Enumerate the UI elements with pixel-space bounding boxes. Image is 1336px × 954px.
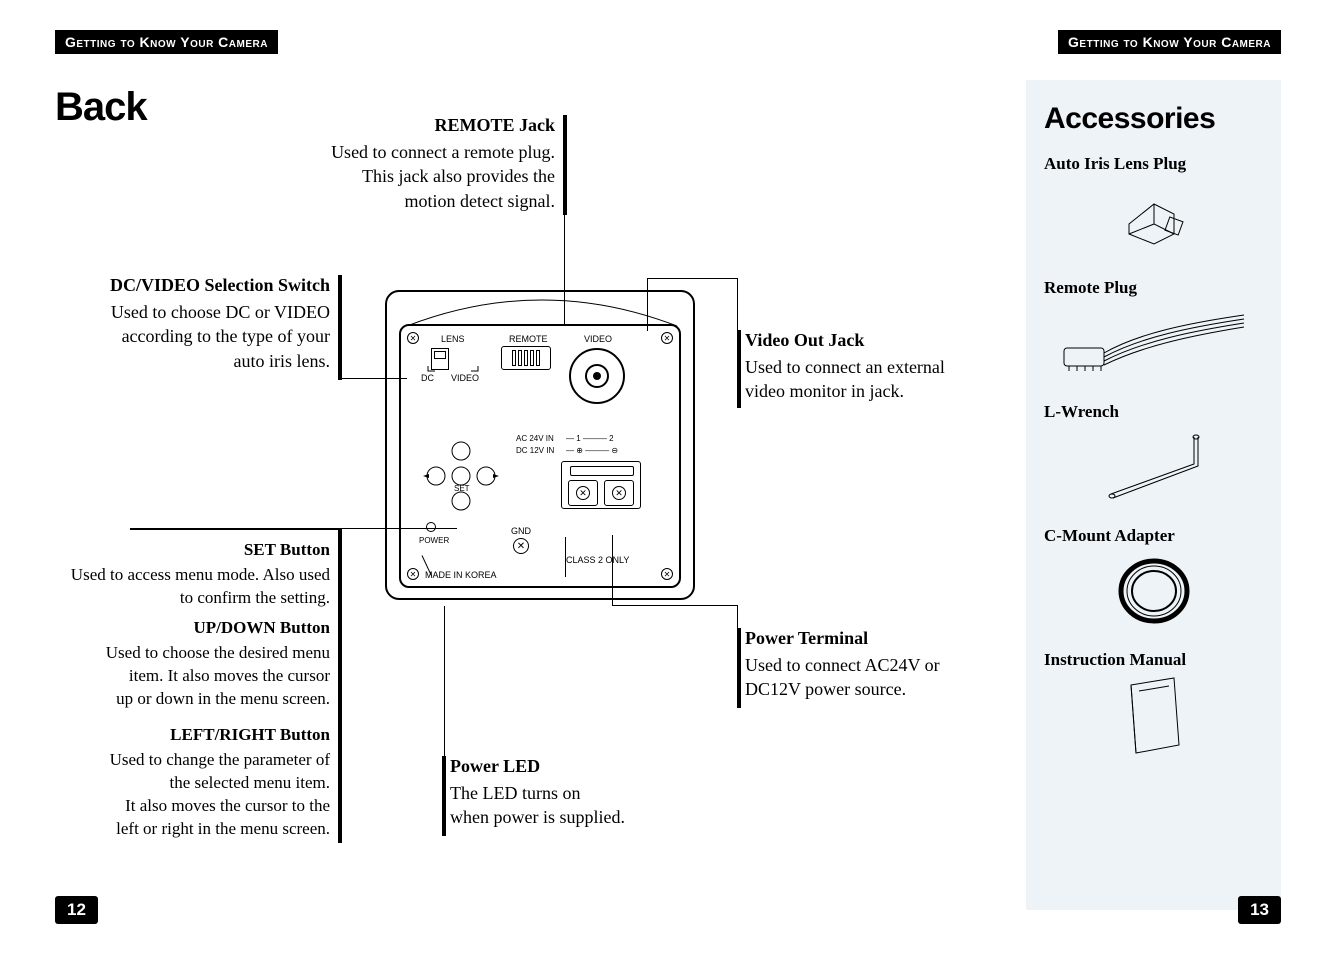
diagram-label-dc12: DC 12V IN: [516, 446, 554, 455]
callout-powerled-title: Power LED: [450, 756, 710, 777]
callout-powerled-text: The LED turns on when power is supplied.: [450, 781, 710, 830]
remote-jack: [501, 346, 551, 370]
divider: [442, 756, 446, 836]
callout-dcvideo: DC/VIDEO Selection Switch Used to choose…: [55, 275, 330, 373]
accessories-title: Accessories: [1044, 102, 1263, 136]
diagram-label-polarity: — ⊕ ——— ⊖: [566, 446, 618, 455]
header-left: Getting to Know Your Camera: [55, 30, 278, 54]
accessory-title: L-Wrench: [1044, 402, 1263, 422]
power-led: [426, 522, 436, 532]
callout-updown-text: Used to choose the desired menu item. It…: [55, 642, 330, 711]
accessory-title: Auto Iris Lens Plug: [1044, 154, 1263, 174]
leader-line: [737, 605, 738, 629]
page-title-back: Back: [55, 85, 147, 130]
callout-leftright-text: Used to change the parameter of the sele…: [55, 749, 330, 841]
switch-bracket: [423, 366, 483, 380]
leader-line: [647, 278, 738, 279]
callout-powerterm-title: Power Terminal: [745, 628, 1005, 649]
diagram-label-class: CLASS 2 ONLY: [566, 555, 629, 565]
screw-icon: [661, 568, 673, 580]
accessory-remote-plug: Remote Plug: [1044, 278, 1263, 378]
callout-updown-title: UP/DOWN Button: [55, 618, 330, 638]
divider: [130, 528, 342, 530]
callout-videoout-title: Video Out Jack: [745, 330, 1005, 351]
diagram-label-made: MADE IN KOREA: [425, 570, 497, 580]
camera-back-diagram: LENS DC VIDEO REMOTE VIDEO: [385, 290, 695, 640]
diagram-label-ac: AC 24V IN: [516, 434, 554, 443]
accessory-l-wrench: L-Wrench: [1044, 402, 1263, 502]
diagram-label-video: VIDEO: [584, 334, 612, 344]
accessory-image: [1044, 556, 1263, 626]
accessory-image: [1044, 308, 1263, 378]
accessory-manual: Instruction Manual: [1044, 650, 1263, 750]
accessories-sidebar: Accessories Auto Iris Lens Plug Remote P…: [1026, 80, 1281, 910]
divider: [563, 115, 567, 215]
callout-updown: UP/DOWN Button Used to choose the desire…: [55, 618, 330, 711]
video-jack: [569, 348, 625, 404]
gnd-screw: ✕: [513, 538, 529, 554]
callout-leftright-title: LEFT/RIGHT Button: [55, 725, 330, 745]
accessory-title: Instruction Manual: [1044, 650, 1263, 670]
diagram-label-power: POWER: [419, 536, 449, 545]
divider: [338, 275, 342, 380]
screw-icon: [661, 332, 673, 344]
diagram-label-remote: REMOTE: [509, 334, 548, 344]
dpad: [421, 436, 501, 521]
accessory-title: C-Mount Adapter: [1044, 526, 1263, 546]
callout-remote: REMOTE Jack Used to connect a remote plu…: [205, 115, 555, 213]
camera-top-curve: [387, 292, 697, 326]
header-right: Getting to Know Your Camera: [1058, 30, 1281, 54]
diagram-label-1: — 1 ——— 2: [566, 434, 614, 443]
callout-dcvideo-title: DC/VIDEO Selection Switch: [55, 275, 330, 296]
divider: [737, 330, 741, 408]
accessory-image: [1044, 184, 1263, 254]
leader-line: [737, 278, 738, 331]
callout-videoout-text: Used to connect an external video monito…: [745, 355, 1005, 404]
page-number-left: 12: [55, 896, 98, 924]
callout-powerterm-text: Used to connect AC24V or DC12V power sou…: [745, 653, 1005, 702]
camera-panel: LENS DC VIDEO REMOTE VIDEO: [399, 324, 681, 588]
callout-set-text: Used to access menu mode. Also used to c…: [55, 564, 330, 610]
divider: [737, 628, 741, 708]
power-terminal: ✕ ✕: [561, 461, 641, 509]
accessory-title: Remote Plug: [1044, 278, 1263, 298]
divider: [565, 537, 566, 577]
callout-powerterm: Power Terminal Used to connect AC24V or …: [745, 628, 1005, 702]
diagram-label-lens: LENS: [441, 334, 465, 344]
accessory-image: [1044, 432, 1263, 502]
divider: [338, 528, 342, 843]
diagram-label-set: SET: [454, 484, 470, 493]
callout-remote-title: REMOTE Jack: [205, 115, 555, 136]
callout-videoout: Video Out Jack Used to connect an extern…: [745, 330, 1005, 404]
callout-set-title: SET Button: [55, 540, 330, 560]
screw-icon: [407, 568, 419, 580]
callout-leftright: LEFT/RIGHT Button Used to change the par…: [55, 725, 330, 841]
callout-remote-text: Used to connect a remote plug. This jack…: [205, 140, 555, 213]
callout-powerled: Power LED The LED turns on when power is…: [450, 756, 710, 830]
callout-set: SET Button Used to access menu mode. Als…: [55, 540, 330, 610]
page-number-right: 13: [1238, 896, 1281, 924]
screw-icon: [407, 332, 419, 344]
accessory-auto-iris: Auto Iris Lens Plug: [1044, 154, 1263, 254]
diagram-label-gnd: GND: [511, 526, 531, 536]
callout-dcvideo-text: Used to choose DC or VIDEO according to …: [55, 300, 330, 373]
accessory-image: [1044, 680, 1263, 750]
accessory-c-mount: C-Mount Adapter: [1044, 526, 1263, 626]
